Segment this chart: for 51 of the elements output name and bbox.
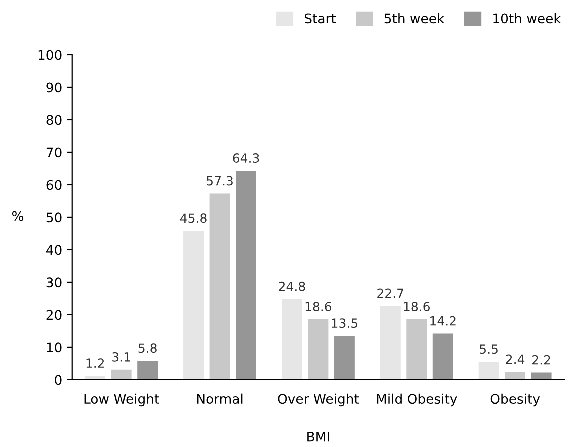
y-axis-title: % [12,211,24,222]
legend-label: Start [304,14,336,24]
x-tick-label: Over Weight [278,394,360,407]
data-label: 5.8 [138,344,157,354]
y-tick-label: 100 [38,50,62,60]
data-label: 2.2 [532,355,550,365]
data-label: 22.7 [378,288,404,298]
x-tick-label: Normal [197,394,243,404]
bar [282,299,302,380]
y-tick-label: 90 [46,82,62,93]
bar [184,231,204,380]
bar [531,372,552,380]
y-tick-label: 0 [55,375,62,386]
data-label: 18.6 [404,302,430,312]
x-tick-label: Low Weight [84,394,160,407]
y-tick-label: 40 [46,245,62,256]
data-label: 5.5 [480,344,498,354]
data-label: 18.6 [306,302,332,312]
bar [85,376,106,380]
bar [308,320,329,380]
y-tick-label: 70 [46,148,62,158]
y-tick-label: 30 [46,278,62,288]
y-tick-label: 60 [46,180,62,190]
y-tick-label: 20 [46,310,62,320]
bar [210,194,230,380]
data-label: 1.2 [86,358,104,368]
legend-label: 5th week [384,13,445,24]
legend-label: 10th week [494,13,562,24]
data-label: 64.3 [233,154,260,164]
bar [334,336,355,380]
bar [505,372,526,380]
bar [380,306,401,380]
bar [406,320,428,380]
bar [478,362,500,380]
bar [138,361,158,380]
x-tick-label: Mild Obesity [377,394,458,407]
x-tick-label: Obesity [490,394,540,407]
y-tick-label: 80 [46,115,62,126]
data-label: 57.3 [207,176,233,186]
data-label: 3.1 [112,352,130,362]
bar [236,170,257,380]
data-label: 45.8 [180,214,207,224]
bar [432,334,454,380]
y-tick-label: 50 [46,212,62,223]
y-tick-label: 10 [47,342,62,353]
data-label: 14.2 [430,316,456,326]
bar [111,370,132,380]
x-axis-title: BMI [308,432,330,442]
data-label: 13.5 [332,318,358,328]
data-label: 24.8 [279,282,306,292]
data-label: 2.4 [506,354,525,364]
